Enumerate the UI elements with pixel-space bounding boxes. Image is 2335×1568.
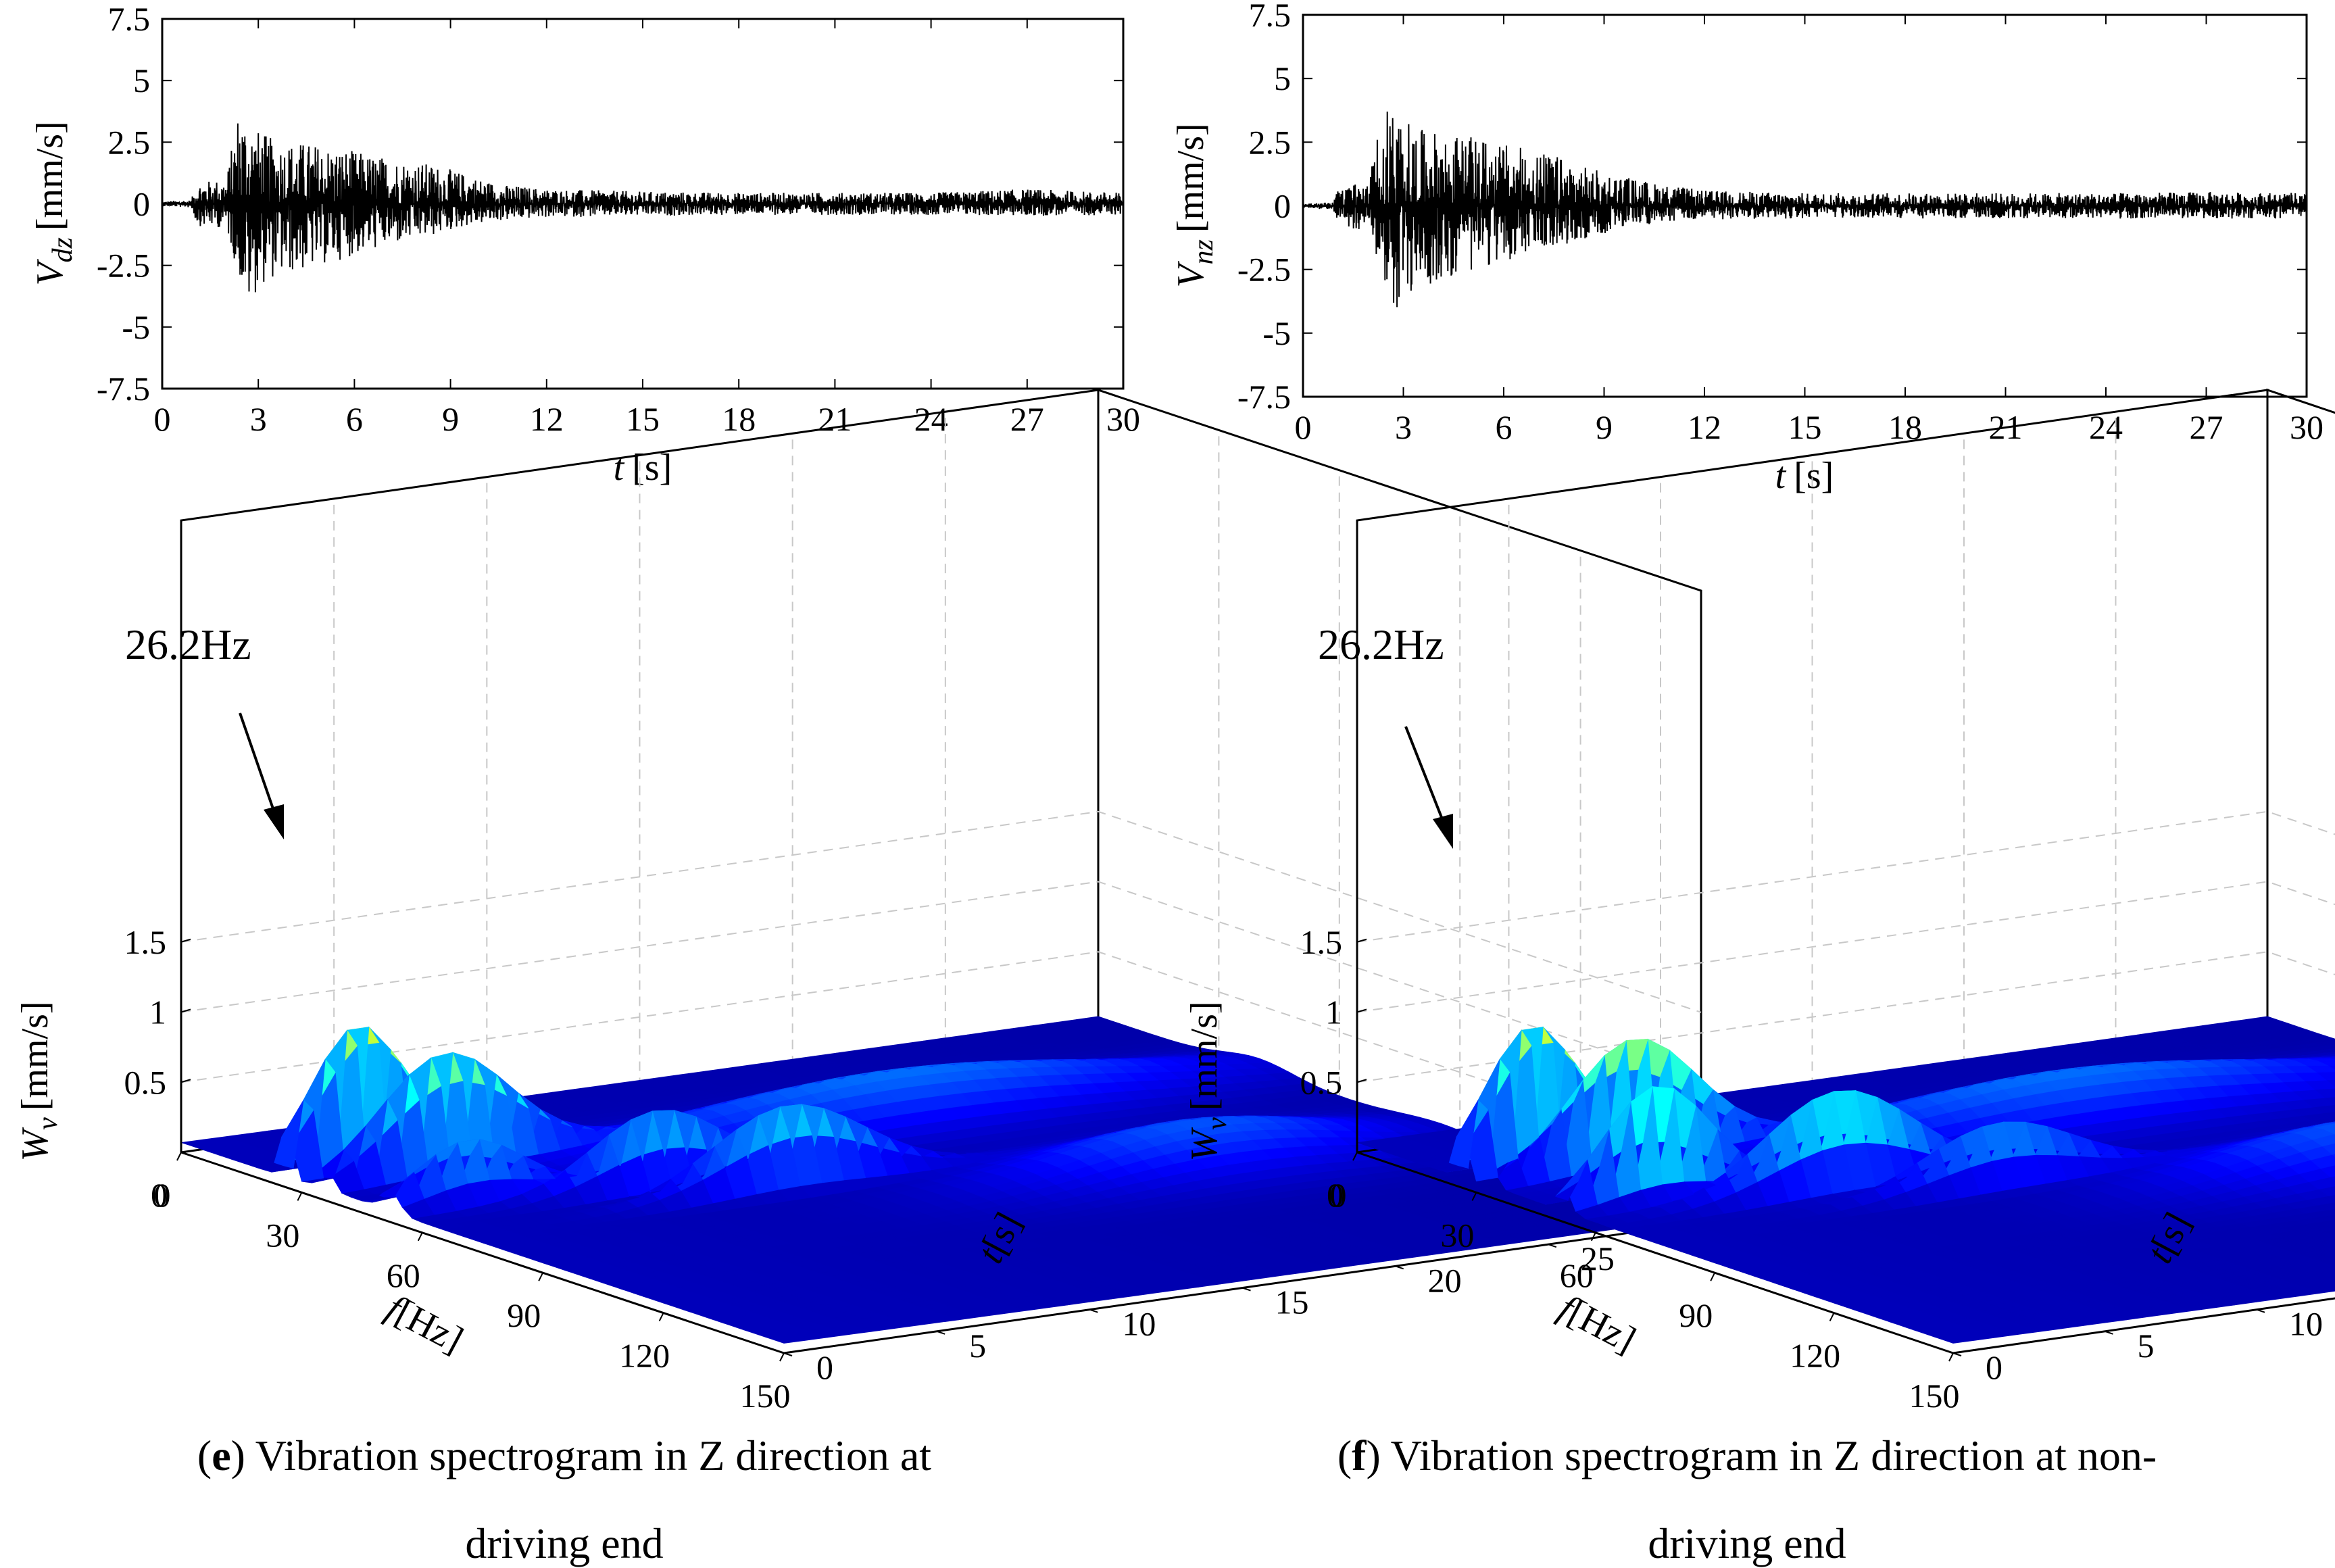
f-tick-label: 120 bbox=[619, 1337, 670, 1375]
y-tick-label: -5 bbox=[122, 308, 150, 346]
peak-annotation: 26.2Hz bbox=[125, 620, 251, 668]
y-tick-label: 2.5 bbox=[1249, 123, 1292, 161]
y-tick-label: -7.5 bbox=[1237, 378, 1291, 416]
f-tick-label: 0 bbox=[154, 1176, 171, 1214]
annotation-arrow-shaft bbox=[239, 712, 277, 817]
f-tick-mark bbox=[538, 1272, 544, 1281]
caption-line-2: driving end bbox=[465, 1519, 663, 1567]
grid-line bbox=[180, 810, 1702, 1013]
z-tick-label: 1.5 bbox=[124, 923, 167, 961]
spectrogram-non-driving-end: 030609012015005101520253000.511.5 Wv[mm/… bbox=[1183, 388, 2335, 1567]
y-tick-label: 7.5 bbox=[108, 0, 151, 38]
z-axis-label: Wv[mm/s] bbox=[14, 1001, 64, 1161]
x-tick-label: 27 bbox=[2190, 408, 2223, 446]
annotation-arrow-head bbox=[264, 804, 284, 839]
t-tick-mark bbox=[783, 1352, 793, 1356]
f-axis-line bbox=[180, 1151, 785, 1354]
x-axis-label: t [s] bbox=[1775, 455, 1834, 497]
t-tick-mark bbox=[1242, 1287, 1251, 1292]
x-tick-label: 12 bbox=[530, 400, 564, 438]
x-tick-label: 9 bbox=[442, 400, 459, 438]
t-tick-mark bbox=[1089, 1308, 1098, 1313]
x-tick-label: 30 bbox=[1106, 400, 1140, 438]
y-tick-label: -2.5 bbox=[97, 247, 150, 285]
signal-trace bbox=[162, 123, 1124, 293]
time-series-non-driving-end: 0 3 6 9 12 15 18 21 24 27 307.552.50-2.5-5-7.5 t [s… bbox=[1170, 0, 2324, 497]
x-tick-label: 18 bbox=[722, 400, 756, 438]
y-tick-label: 2.5 bbox=[108, 123, 151, 161]
t-tick-label: 15 bbox=[1275, 1283, 1309, 1321]
z-tick-mark bbox=[180, 938, 191, 943]
f-tick-mark bbox=[176, 1152, 182, 1161]
t-tick-mark bbox=[936, 1330, 945, 1335]
x-tick-label: 0 bbox=[154, 400, 171, 438]
f-tick-mark bbox=[658, 1313, 664, 1322]
t-tick-mark bbox=[1395, 1265, 1404, 1270]
z-tick-label: 1 bbox=[149, 994, 166, 1031]
y-axis-label: Vdz[mm/s] bbox=[29, 121, 78, 285]
f-tick-mark bbox=[779, 1352, 785, 1362]
y-tick-label: 5 bbox=[133, 62, 150, 99]
x-tick-label: 12 bbox=[1688, 408, 1721, 446]
x-tick-label: 3 bbox=[1395, 408, 1412, 446]
y-tick-label: 0 bbox=[1274, 187, 1291, 225]
x-tick-label: 3 bbox=[250, 400, 267, 438]
x-tick-label: 0 bbox=[1295, 408, 1312, 446]
y-tick-label: -7.5 bbox=[97, 370, 150, 408]
time-series-driving-end: 0 3 6 9 12 15 18 21 24 27 30 7.5 5 2.5 0 -2.5 -5 -7.5 t [s… bbox=[29, 0, 1140, 489]
x-tick-label: 9 bbox=[1596, 408, 1613, 446]
y-tick-label: 0 bbox=[133, 185, 150, 223]
z-tick-label: 0.5 bbox=[124, 1063, 167, 1101]
z-tick-label-zero: 0 bbox=[151, 1176, 168, 1214]
x-tick-label: 30 bbox=[2290, 408, 2324, 446]
back-wall-tmax bbox=[2266, 388, 2335, 1046]
y-tick-label: 5 bbox=[1274, 59, 1291, 97]
spectrogram-driving-end: 030609012015005101520253000.511.5 Wv[mm/… bbox=[14, 388, 1767, 1567]
grid-line bbox=[180, 881, 1702, 1083]
x-tick-label: 6 bbox=[1496, 408, 1513, 446]
f-tick-label: 90 bbox=[507, 1296, 541, 1334]
t-tick-mark bbox=[1548, 1244, 1557, 1248]
x-tick-label: 15 bbox=[626, 400, 660, 438]
f-tick-label: 150 bbox=[740, 1377, 791, 1415]
y-axis-label: Vnz[mm/s] bbox=[1170, 123, 1219, 287]
f-tick-label: 30 bbox=[266, 1216, 299, 1254]
x-tick-label: 15 bbox=[1788, 408, 1822, 446]
surface-cell bbox=[180, 1139, 214, 1146]
y-tick-label: -5 bbox=[1262, 314, 1291, 352]
t-tick-label: 0 bbox=[816, 1348, 833, 1386]
t-tick-label: 20 bbox=[1428, 1261, 1462, 1299]
x-tick-label: 24 bbox=[914, 400, 948, 438]
x-tick-label: 21 bbox=[818, 400, 852, 438]
t-tick-label: 5 bbox=[969, 1327, 986, 1365]
z-tick-mark bbox=[180, 1008, 191, 1013]
x-axis-label: t [s] bbox=[614, 447, 672, 489]
y-tick-label: -2.5 bbox=[1237, 251, 1291, 289]
f-tick-mark bbox=[417, 1232, 423, 1242]
y-tick-label: 7.5 bbox=[1249, 0, 1292, 34]
t-tick-label: 10 bbox=[1122, 1305, 1156, 1343]
x-tick-label: 27 bbox=[1010, 400, 1044, 438]
x-tick-label: 6 bbox=[346, 400, 363, 438]
f-tick-label: 60 bbox=[387, 1256, 420, 1294]
z-tick-mark bbox=[180, 1079, 191, 1083]
caption: (e) Vibration spectrogram in Z direction… bbox=[197, 1431, 931, 1479]
f-tick-mark bbox=[297, 1192, 303, 1201]
t-tick-label: 25 bbox=[1581, 1240, 1615, 1277]
signal-trace bbox=[1302, 112, 2307, 308]
